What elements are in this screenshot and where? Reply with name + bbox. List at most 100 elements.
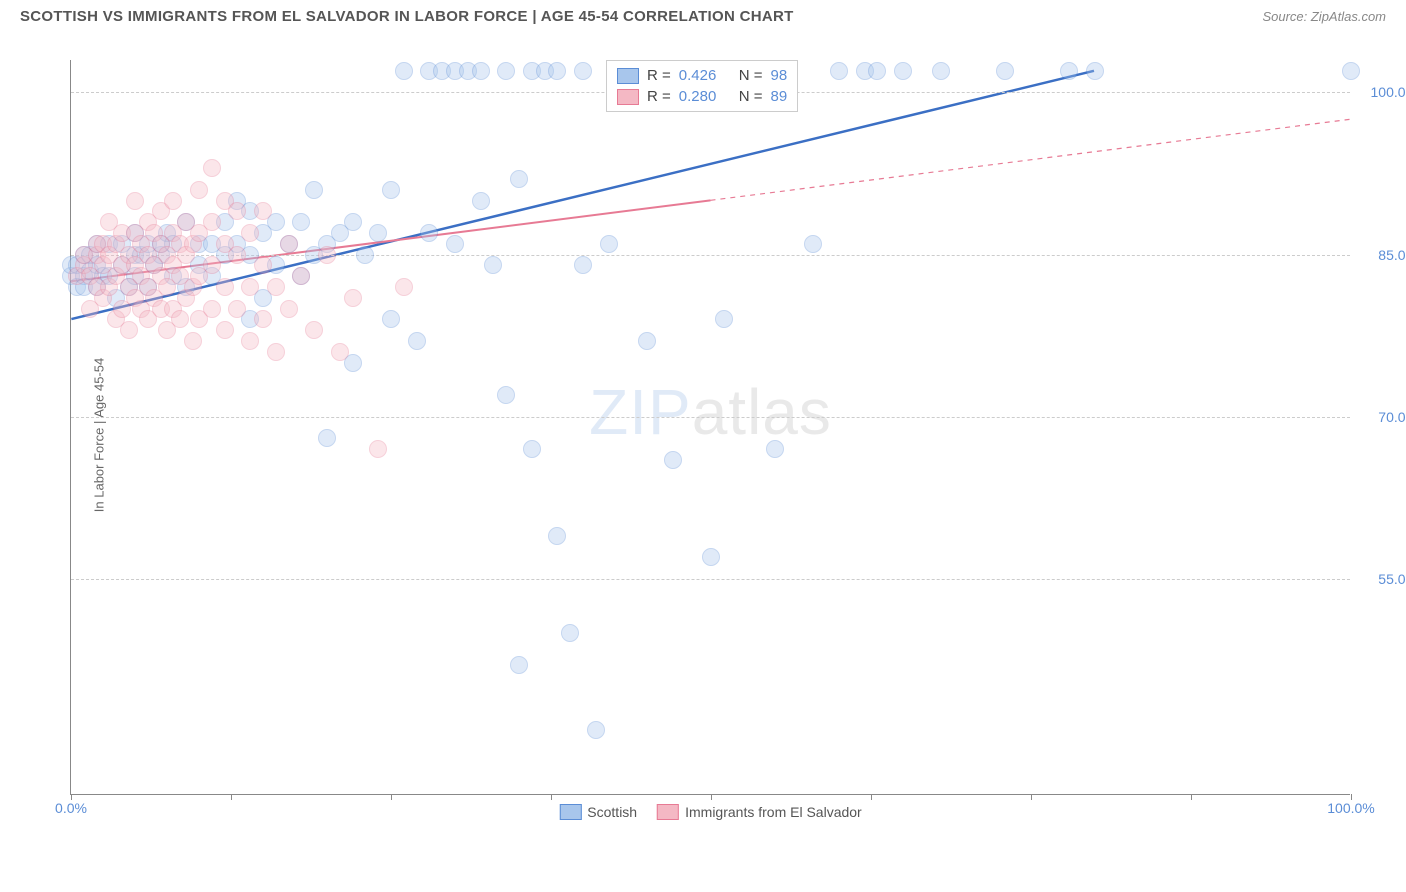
data-point [203, 213, 221, 231]
data-point [190, 181, 208, 199]
data-point [715, 310, 733, 328]
data-point [1060, 62, 1078, 80]
data-point [497, 62, 515, 80]
legend-r-label: R = [647, 88, 671, 105]
y-tick-label: 70.0% [1378, 409, 1406, 425]
data-point [932, 62, 950, 80]
x-tick-mark [1191, 794, 1192, 800]
data-point [203, 300, 221, 318]
legend-n-label: N = [739, 67, 763, 84]
data-point [267, 343, 285, 361]
data-point [587, 721, 605, 739]
data-point [267, 278, 285, 296]
data-point [472, 192, 490, 210]
data-point [382, 310, 400, 328]
data-point [241, 224, 259, 242]
legend-swatch [617, 89, 639, 105]
data-point [203, 159, 221, 177]
data-point [241, 278, 259, 296]
data-point [894, 62, 912, 80]
data-point [382, 181, 400, 199]
data-point [574, 62, 592, 80]
data-point [484, 256, 502, 274]
data-point [868, 62, 886, 80]
data-point [318, 246, 336, 264]
data-point [203, 256, 221, 274]
data-point [369, 440, 387, 458]
data-point [126, 192, 144, 210]
data-point [548, 62, 566, 80]
data-point [171, 310, 189, 328]
source-attribution: Source: ZipAtlas.com [1262, 9, 1386, 24]
legend-n-label: N = [739, 88, 763, 105]
legend-label: Immigrants from El Salvador [685, 804, 862, 820]
data-point [395, 62, 413, 80]
legend-swatch [657, 804, 679, 820]
data-point [766, 440, 784, 458]
data-point [804, 235, 822, 253]
data-point [280, 235, 298, 253]
x-tick-mark [551, 794, 552, 800]
correlation-chart: In Labor Force | Age 45-54 ZIPatlas R = … [50, 45, 1390, 825]
data-point [344, 289, 362, 307]
data-point [369, 224, 387, 242]
data-point [216, 278, 234, 296]
data-point [228, 246, 246, 264]
legend-label: Scottish [587, 804, 637, 820]
x-tick-mark [711, 794, 712, 800]
data-point [702, 548, 720, 566]
data-point [331, 343, 349, 361]
data-point [395, 278, 413, 296]
watermark: ZIPatlas [589, 375, 832, 449]
legend-swatch [559, 804, 581, 820]
legend-r-label: R = [647, 67, 671, 84]
data-point [120, 321, 138, 339]
data-point [216, 321, 234, 339]
data-point [830, 62, 848, 80]
data-point [1086, 62, 1104, 80]
y-tick-label: 100.0% [1371, 84, 1406, 100]
data-point [446, 235, 464, 253]
legend-r-value: 0.426 [679, 67, 731, 84]
data-point [305, 321, 323, 339]
y-tick-label: 85.0% [1378, 247, 1406, 263]
data-point [164, 192, 182, 210]
data-point [254, 202, 272, 220]
chart-title: SCOTTISH VS IMMIGRANTS FROM EL SALVADOR … [20, 8, 794, 25]
data-point [472, 62, 490, 80]
data-point [497, 386, 515, 404]
data-point [561, 624, 579, 642]
data-point [638, 332, 656, 350]
data-point [600, 235, 618, 253]
data-point [1342, 62, 1360, 80]
data-point [292, 267, 310, 285]
gridline [71, 417, 1350, 418]
data-point [280, 300, 298, 318]
data-point [420, 224, 438, 242]
data-point [523, 440, 541, 458]
data-point [184, 332, 202, 350]
data-point [318, 429, 336, 447]
legend-item: Scottish [559, 804, 637, 820]
data-point [574, 256, 592, 274]
data-point [664, 451, 682, 469]
legend-swatch [617, 68, 639, 84]
data-point [241, 332, 259, 350]
x-tick-label: 100.0% [1327, 800, 1374, 816]
x-tick-mark [1031, 794, 1032, 800]
data-point [344, 213, 362, 231]
correlation-legend: R = 0.426N = 98R = 0.280N = 89 [606, 60, 798, 112]
legend-row: R = 0.426 N = 98 [617, 65, 787, 86]
legend-r-value: 0.280 [679, 88, 731, 105]
data-point [254, 256, 272, 274]
trend-lines [71, 60, 1350, 794]
x-tick-mark [231, 794, 232, 800]
plot-area: ZIPatlas R = 0.426N = 98R = 0.280N = 89 … [70, 60, 1350, 795]
legend-n-value: 98 [771, 67, 788, 84]
x-tick-mark [871, 794, 872, 800]
data-point [305, 181, 323, 199]
x-tick-mark [391, 794, 392, 800]
y-tick-label: 55.0% [1378, 571, 1406, 587]
legend-item: Immigrants from El Salvador [657, 804, 862, 820]
series-legend: Scottish Immigrants from El Salvador [559, 804, 861, 820]
